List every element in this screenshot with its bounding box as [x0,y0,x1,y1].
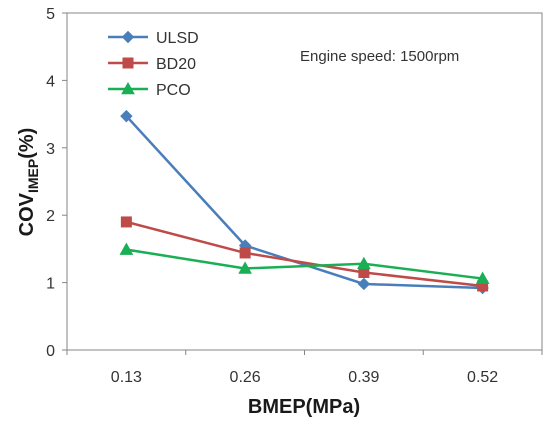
legend-marker-pco [121,81,135,95]
x-tick-label: 0.13 [111,369,142,386]
data-point-pco [119,242,134,255]
x-tick-label: 0.39 [348,369,379,386]
y-tick-label: 5 [46,6,55,23]
data-point-pco [238,261,252,274]
plot-area [66,12,543,351]
y-tick-label: 3 [46,141,55,158]
y-axis: 0 1 2 3 4 5 [46,6,67,360]
y-tick-label: 4 [46,73,55,90]
y-tick-label: 2 [46,208,55,225]
y-axis-title-suffix: (%) [16,128,38,159]
legend-label-pco: PCO [156,82,191,99]
series-line-ulsd [125,115,483,290]
x-tick-label: 0.26 [230,369,261,386]
y-tick-label: 0 [46,343,55,360]
y-axis-title: COVIMEP(%) [16,128,41,237]
data-point-bd20 [239,247,251,259]
x-tick-label: 0.52 [467,369,498,386]
legend-label-bd20: BD20 [156,56,196,73]
data-point-bd20 [120,216,132,228]
legend-marker-bd20 [122,57,134,69]
y-axis-title-sub: IMEP [25,159,41,193]
y-axis-title-main: COV [16,192,38,236]
data-point-pco [357,256,371,270]
legend-label-ulsd: ULSD [156,30,199,47]
x-axis-title: BMEP(MPa) [248,396,360,418]
annotation-text: Engine speed: 1500rpm [300,48,459,65]
y-tick-label: 1 [46,276,55,293]
legend: ULSD BD20 PCO [108,30,199,99]
series-layer [119,109,490,295]
x-axis: 0.13 0.26 0.39 0.52 [66,350,543,386]
data-point-ulsd [357,277,371,291]
data-point-pco [475,271,490,284]
data-point-ulsd [120,109,133,123]
series-line-pco [126,248,483,280]
legend-marker-ulsd [121,30,135,44]
series-line-bd20 [126,220,483,288]
